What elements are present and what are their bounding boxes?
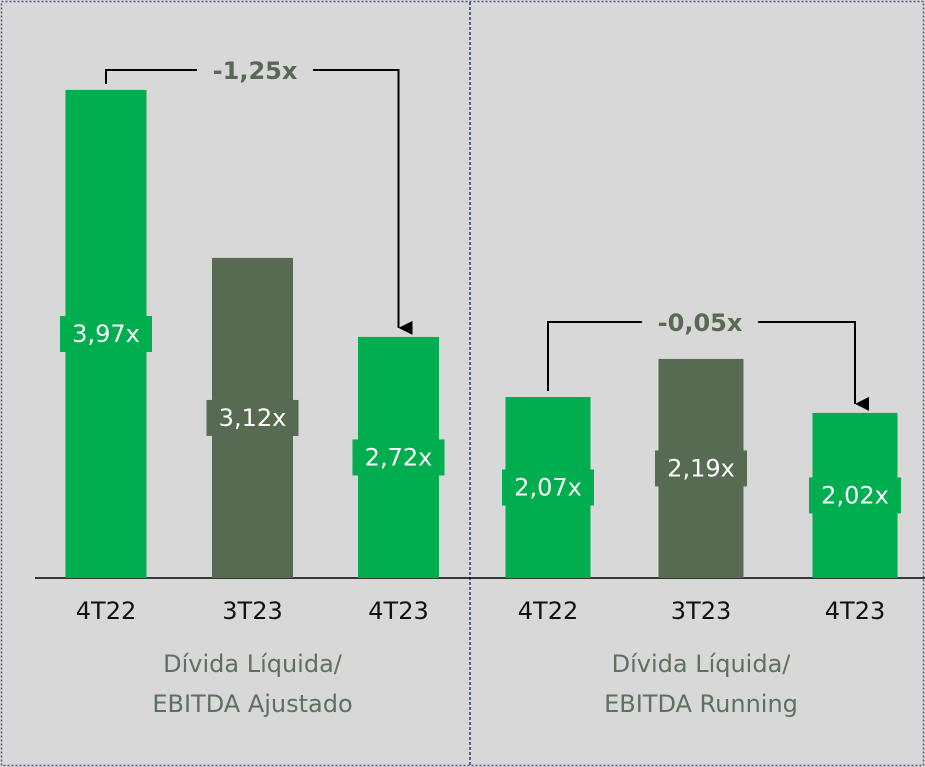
annotation-bracket	[105, 69, 197, 84]
value-label: 3,97x	[72, 320, 140, 348]
value-label-bg	[206, 399, 299, 436]
annotation: -1,25x	[213, 57, 298, 85]
annotation-arrow	[758, 321, 869, 411]
x-axis-label: EBITDA Running	[604, 690, 798, 718]
value-label: 2,19x	[667, 454, 735, 482]
value-label-bg	[352, 439, 445, 476]
value-label: 2,07x	[514, 474, 582, 502]
value-label-bg	[60, 315, 152, 352]
x-tick-label: 3T23	[671, 597, 731, 625]
value-label: 3,12x	[219, 404, 287, 432]
x-tick-label: 4T22	[76, 597, 136, 625]
value-label-bg	[502, 469, 594, 506]
x-axis-label: EBITDA Ajustado	[152, 690, 352, 718]
x-tick-label: 4T23	[368, 597, 428, 625]
value-label-bg	[655, 450, 747, 487]
x-tick-label: 4T22	[518, 597, 578, 625]
annotation-bracket	[547, 321, 642, 392]
value-label: 2,02x	[821, 481, 889, 509]
annotation: -0,05x	[658, 309, 743, 337]
annotation-arrow	[313, 69, 413, 335]
value-label-bg	[809, 477, 901, 514]
x-tick-label: 4T23	[825, 597, 885, 625]
x-axis-label: Dívida Líquida/	[163, 650, 343, 678]
x-tick-label: 3T23	[222, 597, 282, 625]
x-axis-label: Dívida Líquida/	[612, 650, 792, 678]
value-label: 2,72x	[365, 443, 433, 471]
